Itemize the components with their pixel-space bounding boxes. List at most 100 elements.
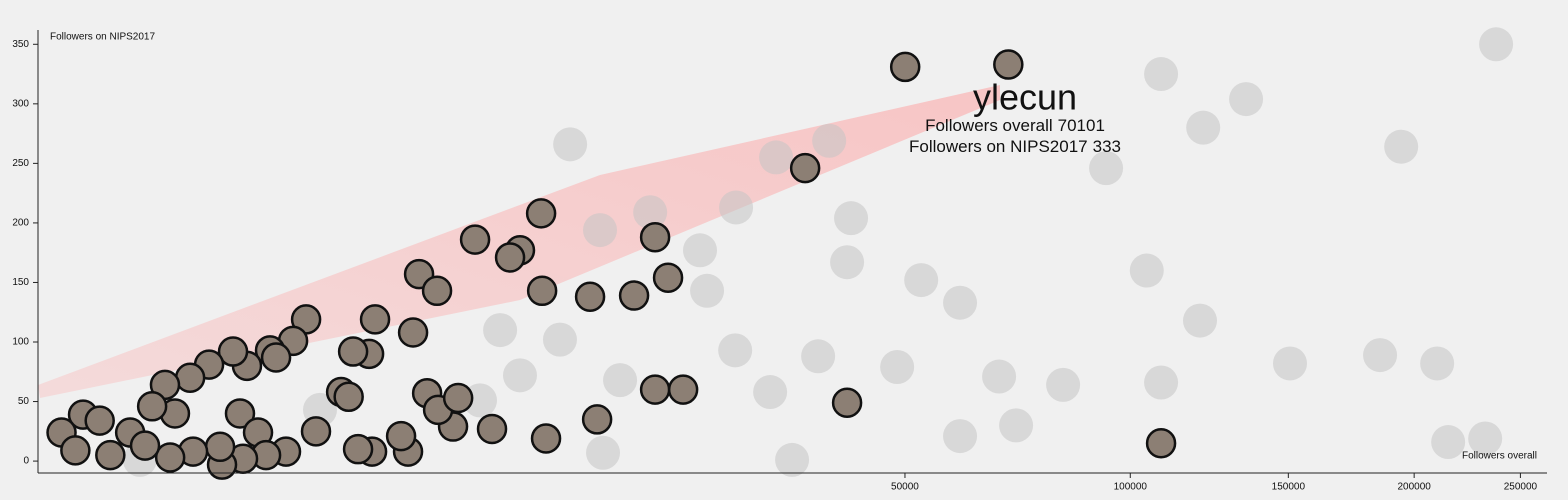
faded-point [1363,338,1398,373]
x-tick-label: 250000 [1504,482,1538,493]
avatar-point [84,405,115,436]
faded-point [583,213,618,248]
avatar-point [95,439,126,471]
faded-point [775,442,810,477]
faded-point [1272,346,1307,381]
avatar-point [397,317,429,348]
tooltip-x-value: 70101 [1058,116,1105,135]
avatar-point [333,381,364,413]
faded-point [542,322,577,357]
faded-point [834,201,869,236]
faded-point [1089,151,1124,186]
faded-point [1431,425,1466,460]
tooltip-name: ylecun [973,77,1077,118]
avatar-point [442,382,474,414]
faded-point [759,140,794,175]
avatar-point [639,374,671,405]
avatar-point [789,152,821,184]
x-axis-label: Followers overall [1462,451,1537,462]
avatar-point [667,374,699,405]
avatar-point [526,275,558,307]
y-tick-label: 250 [12,158,29,169]
tooltip-x-label: Followers overall [925,116,1053,135]
avatar-point [136,391,168,422]
y-tick-label: 300 [12,98,29,109]
faded-point [801,339,836,374]
y-tick-label: 350 [12,39,29,50]
faded-point [753,375,788,410]
faded-point [943,285,978,320]
avatar-point [652,262,684,293]
y-tick-label: 150 [12,277,29,288]
avatar-point [260,342,292,373]
avatar-point [204,431,236,463]
avatar-point [359,304,391,335]
x-tick-label: 50000 [891,482,919,493]
avatar-point [421,275,453,307]
avatar-point [581,404,613,435]
tooltip-y-value: 333 [1093,137,1121,156]
avatar-point [385,420,417,452]
avatar-point [342,433,374,465]
y-tick-label: 100 [12,337,29,348]
faded-point [603,363,638,398]
avatar-point [494,242,526,273]
faded-point [553,127,588,162]
x-tick-label: 100000 [1114,482,1148,493]
faded-point [1046,367,1081,402]
avatar-point [459,224,491,255]
faded-point [718,333,753,368]
avatar-point [224,398,256,429]
y-tick-label: 0 [23,456,29,467]
faded-point [1420,346,1455,381]
faded-point [1182,303,1217,338]
y-tick-label: 200 [12,218,29,229]
avatar-point [1145,427,1177,459]
y-axis-label: Followers on NIPS2017 [50,32,155,43]
tooltip-y: Followers on NIPS2017 333 [909,137,1121,156]
faded-point [812,123,847,158]
faded-point [880,350,915,385]
faded-point [1229,82,1264,117]
faded-point [586,435,621,470]
faded-point [502,358,537,393]
faded-point [683,233,718,268]
avatar-point [174,362,206,393]
faded-point [719,190,754,225]
faded-point [1186,110,1221,145]
avatar-point [476,413,508,445]
tooltip-y-label: Followers on NIPS2017 [909,137,1088,156]
avatar-point [574,281,606,313]
faded-point [1144,365,1179,400]
faded-point [1144,57,1179,92]
x-tick-label: 150000 [1272,482,1306,493]
avatar-point [530,423,562,454]
faded-point [830,245,865,280]
faded-point [633,195,668,230]
tooltip-x: Followers overall 70101 [925,116,1105,135]
faded-point [982,359,1017,394]
avatar-point [60,435,91,466]
faded-point [1129,253,1164,288]
faded-point [999,408,1034,443]
y-tick-label: 50 [18,396,30,407]
avatar-point [129,430,161,461]
faded-point [1384,129,1419,164]
tooltip: ylecun Followers overall 70101 Followers … [909,77,1121,157]
x-tick-label: 200000 [1397,482,1431,493]
avatar-point [337,336,369,367]
faded-point [904,263,939,298]
faded-point [1468,421,1503,456]
avatar-point [525,198,557,229]
avatar-point [889,51,921,83]
avatar-point [639,221,671,253]
avatar-point [300,416,332,447]
avatar-point [154,442,186,473]
avatar-point [993,49,1024,80]
faded-point [690,273,725,308]
avatar-point [618,280,650,311]
avatar-point [831,387,863,418]
faded-point [1479,27,1514,62]
